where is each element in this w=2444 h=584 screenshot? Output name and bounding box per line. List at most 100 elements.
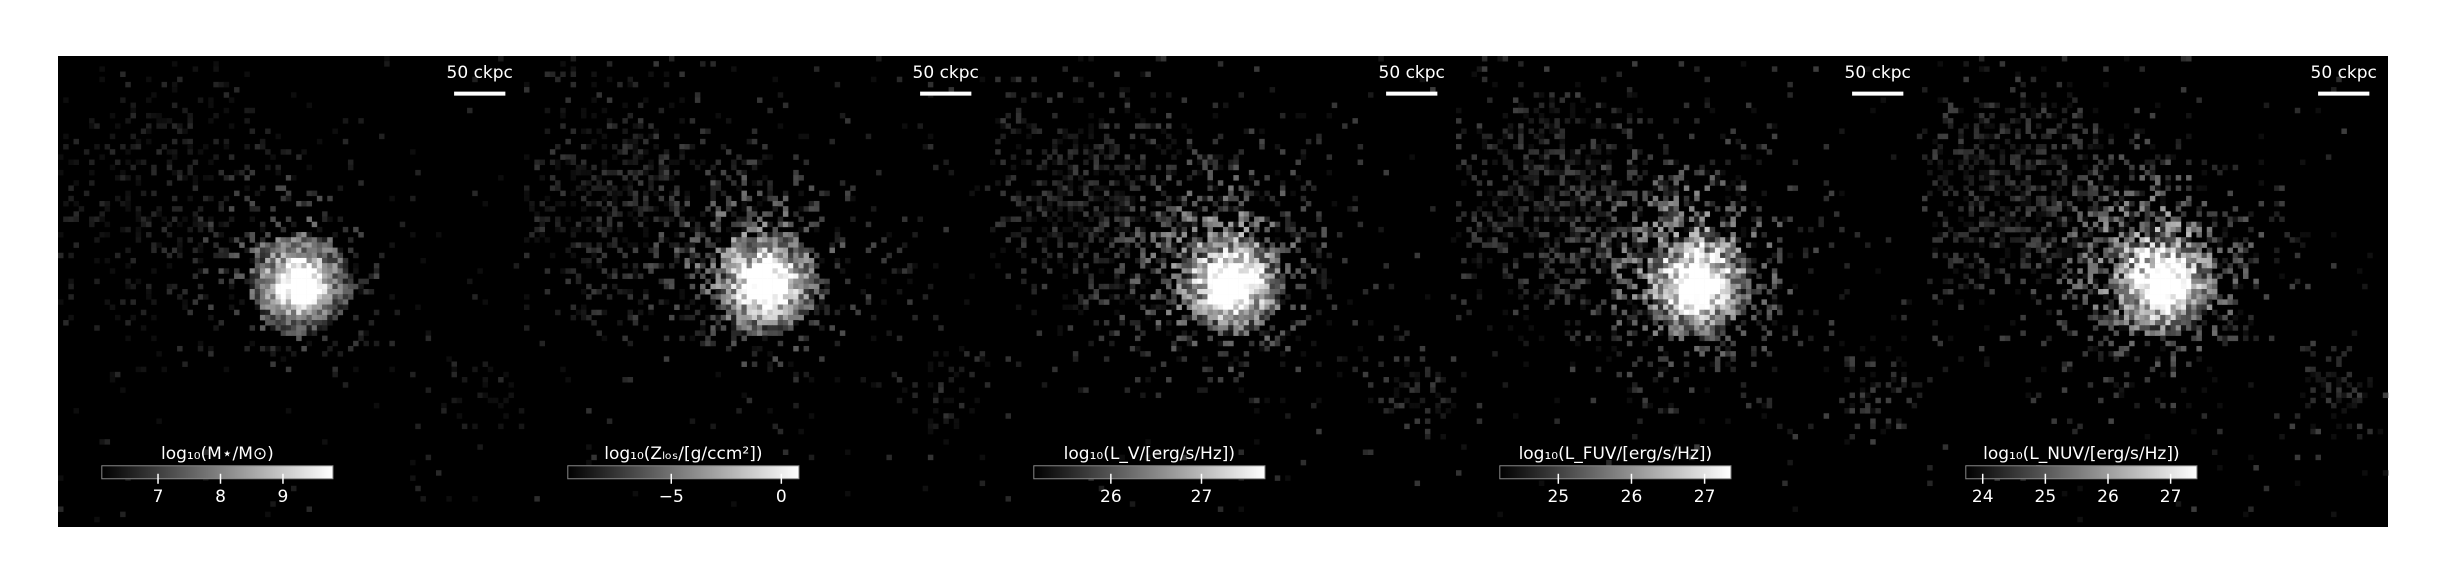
pixel — [1564, 237, 1571, 243]
pixel — [1575, 175, 1581, 181]
pixel — [420, 496, 426, 502]
pixel — [161, 118, 168, 124]
pixel — [549, 206, 556, 212]
pixel — [1777, 237, 1783, 243]
pixel — [793, 180, 799, 186]
pixel — [1735, 309, 1742, 316]
pixel — [1890, 154, 1897, 160]
pixel — [1569, 216, 1576, 222]
pixel — [1207, 195, 1213, 202]
pixel — [1129, 185, 1136, 191]
pixel — [767, 278, 773, 285]
pixel — [1740, 257, 1747, 264]
pixel — [1114, 149, 1120, 155]
pixel — [135, 206, 142, 212]
pixel — [736, 309, 742, 316]
pixel — [1134, 123, 1141, 129]
pixel — [1217, 351, 1224, 357]
pixel — [1103, 299, 1110, 305]
pixel — [555, 221, 561, 228]
pixel — [234, 87, 240, 93]
pixel — [793, 257, 799, 264]
pixel — [1714, 268, 1721, 274]
pixel — [1269, 294, 1276, 300]
pixel — [1274, 283, 1281, 290]
pixel — [1647, 335, 1654, 342]
pixel — [772, 304, 779, 311]
pixel — [1212, 247, 1219, 254]
pixel — [1590, 263, 1597, 269]
pixel — [596, 289, 602, 295]
pixel — [1735, 237, 1742, 243]
pixel — [1590, 123, 1597, 129]
pixel — [710, 200, 716, 207]
pixel — [140, 366, 147, 373]
pixel — [700, 320, 706, 326]
pixel — [1787, 81, 1793, 88]
pixel — [839, 330, 846, 336]
pixel — [1699, 169, 1705, 176]
pixel — [845, 449, 851, 455]
pixel — [1689, 216, 1695, 222]
pixel — [249, 278, 256, 285]
pixel — [1481, 66, 1488, 72]
pixel — [580, 164, 587, 171]
pixel — [1238, 257, 1245, 264]
pixel — [1751, 107, 1757, 114]
pixel — [1637, 356, 1643, 362]
image-panel — [58, 56, 525, 523]
pixel — [332, 289, 338, 295]
pixel — [135, 180, 142, 186]
pixel — [1538, 102, 1545, 109]
pixel — [135, 278, 142, 285]
pixel — [327, 263, 333, 269]
pixel — [1642, 397, 1648, 404]
pixel — [1735, 175, 1742, 181]
pixel — [1714, 335, 1721, 342]
pixel — [1202, 304, 1208, 311]
pixel — [788, 232, 794, 238]
pixel — [192, 180, 199, 186]
pixel — [1150, 366, 1156, 373]
pixel — [1502, 211, 1509, 217]
pixel — [1745, 102, 1752, 109]
pixel — [125, 278, 131, 285]
pixel — [1145, 138, 1151, 145]
pixel — [643, 289, 649, 295]
pixel — [1067, 242, 1074, 248]
pixel — [1538, 268, 1545, 274]
pixel — [1663, 185, 1669, 191]
pixel — [234, 190, 240, 197]
pixel — [1103, 206, 1110, 212]
pixel — [1844, 263, 1850, 269]
pixel — [1181, 314, 1188, 321]
pixel — [798, 273, 804, 279]
pixel — [1844, 289, 1850, 295]
pixel — [886, 330, 892, 336]
pixel — [788, 283, 794, 290]
pixel — [1606, 164, 1612, 171]
pixel — [1870, 371, 1876, 378]
pixel — [1171, 294, 1177, 300]
pixel — [1088, 112, 1094, 119]
pixel — [1642, 299, 1648, 305]
pixel — [275, 164, 281, 171]
pixel — [311, 314, 318, 321]
pixel — [151, 211, 157, 217]
pixel — [456, 413, 463, 419]
pixel — [1140, 232, 1146, 238]
pixel — [1311, 402, 1317, 409]
pixel — [1456, 200, 1462, 207]
image-panel — [1456, 56, 1923, 518]
pixel — [182, 216, 188, 222]
pixel — [1259, 216, 1265, 222]
pixel — [280, 257, 287, 264]
pixel — [171, 81, 178, 88]
pixel — [1083, 247, 1089, 254]
pixel — [166, 263, 173, 269]
pixel — [1150, 107, 1156, 114]
pixel — [1155, 144, 1162, 150]
pixel — [1414, 387, 1421, 393]
pixel — [622, 200, 628, 207]
pixel — [1502, 190, 1509, 197]
